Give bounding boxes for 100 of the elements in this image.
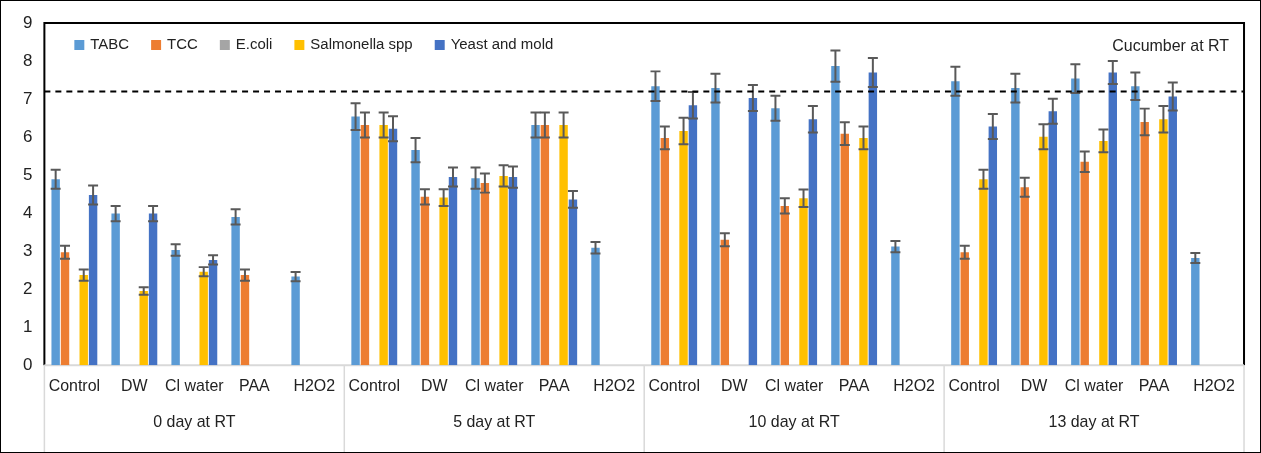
bar — [388, 128, 398, 366]
bar — [240, 275, 250, 366]
bar — [868, 72, 878, 366]
bar — [979, 179, 988, 366]
bar — [79, 275, 88, 366]
x-tick-label: Control — [48, 377, 101, 395]
bar — [1168, 96, 1177, 366]
bar — [688, 105, 698, 366]
legend-label: TCC — [167, 35, 199, 53]
bar — [1140, 121, 1149, 366]
bar — [420, 196, 430, 366]
y-tick-label: 3 — [22, 240, 33, 260]
bar — [1191, 258, 1200, 366]
y-tick-label: 4 — [22, 202, 33, 222]
bar — [771, 108, 780, 366]
bar — [1048, 111, 1058, 366]
x-tick-label: PAA — [1138, 377, 1170, 395]
bar — [1080, 161, 1089, 366]
bar — [508, 177, 518, 366]
bar — [799, 198, 808, 366]
text: 13 day at RT — [1048, 413, 1140, 431]
text: 10 day at RT — [748, 413, 840, 431]
y-tick-label: 8 — [22, 50, 33, 70]
x-tick-label: Cl water — [764, 377, 825, 395]
bar — [171, 250, 180, 366]
bar — [1039, 136, 1048, 366]
bar — [1099, 140, 1108, 366]
x-tick-label: H2O2 — [1193, 377, 1236, 395]
bar — [568, 199, 578, 366]
bar — [591, 247, 600, 366]
bar — [199, 271, 208, 366]
x-tick-label: DW — [720, 377, 748, 395]
x-tick-label: PAA — [838, 377, 870, 395]
y-tick-label: 1 — [22, 316, 33, 336]
bar — [960, 252, 969, 366]
bar — [540, 124, 550, 366]
x-tick-label: Control — [648, 377, 700, 395]
bar — [531, 124, 540, 366]
x-tick-label: H2O2 — [293, 377, 336, 395]
x-tick-label: PAA — [238, 377, 271, 395]
bar — [1020, 187, 1029, 366]
y-tick-label: 2 — [22, 278, 33, 298]
bar — [651, 86, 660, 366]
legend-label: TABC — [90, 35, 130, 53]
bar — [111, 213, 120, 366]
bar — [139, 291, 148, 366]
bar — [1011, 88, 1020, 366]
bar — [808, 119, 818, 366]
bar — [1159, 119, 1168, 366]
bar — [559, 124, 568, 366]
x-tick-label: H2O2 — [893, 377, 936, 395]
bar — [660, 137, 670, 366]
bar — [51, 179, 60, 366]
bar — [379, 124, 388, 366]
y-tick-label: 0 — [22, 354, 33, 374]
text: 5 day at RT — [453, 413, 536, 431]
bar — [231, 216, 240, 366]
x-tick-label: DW — [1020, 377, 1048, 395]
bar — [748, 97, 758, 366]
y-tick-label: 9 — [22, 12, 33, 32]
y-tick-label: 6 — [22, 126, 33, 146]
bar — [351, 116, 360, 366]
x-tick-label: DW — [420, 377, 448, 395]
bar — [439, 197, 448, 366]
bar — [411, 150, 420, 366]
bar — [711, 88, 720, 366]
x-tick-label: H2O2 — [593, 377, 636, 395]
x-tick-label: Cl water — [1064, 377, 1125, 395]
bar — [480, 183, 490, 366]
x-tick-label: Cl water — [464, 377, 525, 395]
bar — [840, 133, 849, 366]
bar — [291, 276, 300, 366]
bar — [1071, 78, 1080, 366]
x-tick-label: DW — [121, 377, 148, 395]
x-tick-label: PAA — [538, 377, 570, 395]
y-tick-label: 7 — [22, 88, 33, 108]
text: 0 day at RT — [153, 413, 236, 431]
bar — [679, 131, 688, 366]
x-tick-label: Cl water — [165, 377, 225, 395]
bar — [60, 252, 70, 366]
bar — [988, 126, 998, 366]
bar — [891, 246, 900, 366]
x-tick-label: Control — [348, 377, 401, 395]
bar — [1131, 86, 1140, 366]
text: Cucumber at RT — [1112, 37, 1230, 55]
bar — [499, 175, 508, 366]
y-tick-label: 5 — [22, 164, 33, 184]
bar — [831, 66, 840, 366]
legend-label: E.coli — [235, 35, 273, 53]
bar — [448, 177, 458, 366]
bar — [951, 81, 960, 366]
bar — [1108, 72, 1117, 366]
bar — [360, 124, 370, 366]
x-tick-label: Control — [948, 377, 1000, 395]
bar — [859, 137, 868, 366]
bar — [720, 239, 730, 366]
bar — [471, 178, 480, 366]
legend-label: Salmonella spp — [310, 35, 413, 53]
bar — [780, 205, 790, 366]
bar — [88, 194, 98, 366]
